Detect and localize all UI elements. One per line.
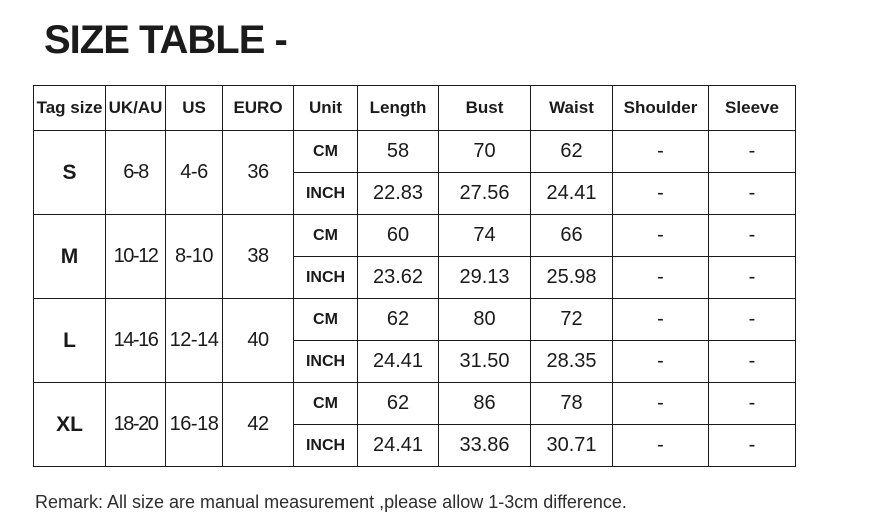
waist-value-cell: 28.35	[530, 340, 613, 383]
bust-value-cell: 33.86	[438, 424, 531, 467]
us-cell: 12-14	[165, 298, 223, 383]
length-value-cell: 58	[357, 130, 439, 173]
bust-value-cell: 74	[438, 214, 531, 257]
size-l-inch-row: INCH 24.41 31.50 28.35 - -	[34, 340, 796, 383]
size-l-cm-row: L 14-16 12-14 40 CM 62 80 72 - -	[33, 298, 796, 383]
size-xl-cm-row: XL 18-20 16-18 42 CM 62 86 78 - -	[33, 382, 796, 467]
col-header-unit: Unit	[293, 85, 358, 131]
size-s-inch-row: INCH 22.83 27.56 24.41 - -	[34, 172, 796, 215]
length-value-cell: 62	[357, 298, 439, 341]
size-tag-cell: M	[33, 214, 106, 299]
waist-value-cell: 66	[530, 214, 613, 257]
unit-cell: INCH	[293, 340, 358, 383]
bust-value-cell: 31.50	[438, 340, 531, 383]
us-cell: 8-10	[165, 214, 223, 299]
col-header-uk-au: UK/AU	[105, 85, 166, 131]
col-header-bust: Bust	[438, 85, 531, 131]
sleeve-value-cell: -	[708, 256, 796, 299]
length-value-cell: 22.83	[357, 172, 439, 215]
waist-value-cell: 25.98	[530, 256, 613, 299]
sleeve-value-cell: -	[708, 298, 796, 341]
waist-value-cell: 24.41	[530, 172, 613, 215]
uk-au-cell: 18-20	[105, 382, 166, 467]
length-value-cell: 62	[357, 382, 439, 425]
euro-cell: 36	[222, 130, 294, 215]
col-header-us: US	[165, 85, 223, 131]
uk-au-cell: 10-12	[105, 214, 166, 299]
uk-au-cell: 14-16	[105, 298, 166, 383]
col-header-tag-size: Tag size	[33, 85, 106, 131]
sleeve-value-cell: -	[708, 172, 796, 215]
bust-value-cell: 80	[438, 298, 531, 341]
col-header-length: Length	[357, 85, 439, 131]
shoulder-value-cell: -	[612, 172, 709, 215]
sleeve-value-cell: -	[708, 214, 796, 257]
remark-text: Remark: All size are manual measurement …	[35, 492, 627, 512]
size-m-inch-row: INCH 23.62 29.13 25.98 - -	[34, 256, 796, 299]
unit-cell: CM	[293, 214, 358, 257]
col-header-shoulder: Shoulder	[612, 85, 709, 131]
length-value-cell: 24.41	[357, 424, 439, 467]
size-tag-cell: S	[33, 130, 106, 215]
size-tag-cell: XL	[33, 382, 106, 467]
unit-cell: INCH	[293, 424, 358, 467]
shoulder-value-cell: -	[612, 424, 709, 467]
waist-value-cell: 72	[530, 298, 613, 341]
shoulder-value-cell: -	[612, 256, 709, 299]
unit-cell: CM	[293, 382, 358, 425]
euro-cell: 40	[222, 298, 294, 383]
uk-au-cell: 6-8	[105, 130, 166, 215]
waist-value-cell: 30.71	[530, 424, 613, 467]
sleeve-value-cell: -	[708, 130, 796, 173]
shoulder-value-cell: -	[612, 382, 709, 425]
waist-value-cell: 78	[530, 382, 613, 425]
col-header-sleeve: Sleeve	[708, 85, 796, 131]
bust-value-cell: 27.56	[438, 172, 531, 215]
shoulder-value-cell: -	[612, 130, 709, 173]
size-s-cm-row: S 6-8 4-6 36 CM 58 70 62 - -	[33, 130, 796, 215]
bust-value-cell: 70	[438, 130, 531, 173]
euro-cell: 42	[222, 382, 294, 467]
sleeve-value-cell: -	[708, 382, 796, 425]
sleeve-value-cell: -	[708, 340, 796, 383]
waist-value-cell: 62	[530, 130, 613, 173]
unit-cell: CM	[293, 130, 358, 173]
unit-cell: INCH	[293, 172, 358, 215]
col-header-euro: EURO	[222, 85, 294, 131]
length-value-cell: 23.62	[357, 256, 439, 299]
bust-value-cell: 86	[438, 382, 531, 425]
shoulder-value-cell: -	[612, 340, 709, 383]
header-row: Tag size UK/AU US EURO Unit Length Bust …	[33, 85, 796, 131]
euro-cell: 38	[222, 214, 294, 299]
size-xl-inch-row: INCH 24.41 33.86 30.71 - -	[34, 424, 796, 467]
us-cell: 16-18	[165, 382, 223, 467]
length-value-cell: 60	[357, 214, 439, 257]
size-m-cm-row: M 10-12 8-10 38 CM 60 74 66 - -	[33, 214, 796, 299]
col-header-waist: Waist	[530, 85, 613, 131]
length-value-cell: 24.41	[357, 340, 439, 383]
page-title: SIZE TABLE -	[44, 18, 288, 62]
us-cell: 4-6	[165, 130, 223, 215]
unit-cell: CM	[293, 298, 358, 341]
shoulder-value-cell: -	[612, 298, 709, 341]
bust-value-cell: 29.13	[438, 256, 531, 299]
size-tag-cell: L	[33, 298, 106, 383]
sleeve-value-cell: -	[708, 424, 796, 467]
size-table: Tag size UK/AU US EURO Unit Length Bust …	[33, 85, 796, 467]
shoulder-value-cell: -	[612, 214, 709, 257]
unit-cell: INCH	[293, 256, 358, 299]
